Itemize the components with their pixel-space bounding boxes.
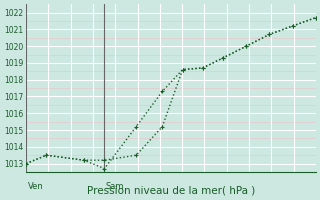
X-axis label: Pression niveau de la mer( hPa ): Pression niveau de la mer( hPa ) bbox=[87, 186, 255, 196]
Text: Ven: Ven bbox=[28, 182, 44, 191]
Text: Sam: Sam bbox=[106, 182, 124, 191]
